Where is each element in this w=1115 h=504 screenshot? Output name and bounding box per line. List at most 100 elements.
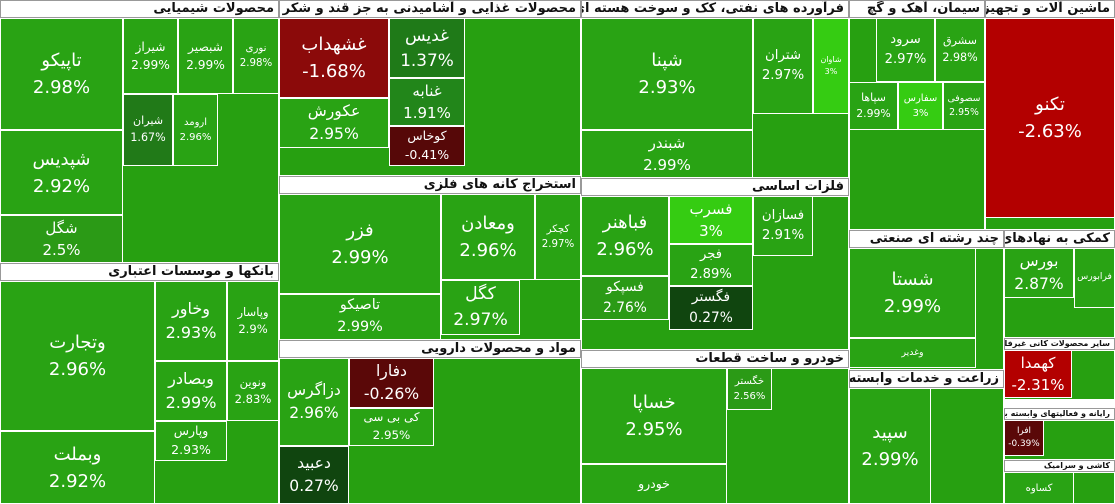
stock-tile: کساوه bbox=[1004, 472, 1074, 504]
stock-change: 3% bbox=[824, 67, 838, 76]
stock-symbol: فگستر bbox=[691, 289, 731, 306]
stock-tile: شیراز 2.99% bbox=[123, 18, 178, 94]
stock-symbol: غنابه bbox=[412, 81, 442, 100]
stock-change: 2.98% bbox=[942, 51, 978, 64]
stock-tile: وبملت 2.92% bbox=[0, 431, 155, 504]
stock-change: 2.99% bbox=[331, 247, 389, 268]
stock-tile: فباهنر 2.96% bbox=[581, 196, 669, 276]
stock-change: 1.91% bbox=[403, 104, 451, 122]
stock-tile: فزر 2.99% bbox=[279, 194, 441, 294]
stock-symbol: شپدیس bbox=[32, 148, 91, 170]
stock-tile: بورس 2.87% bbox=[1004, 248, 1074, 298]
sector-title: رایانه و فعالیتهای وابسته به آن bbox=[1004, 408, 1115, 420]
sector-title: ماشین آلات و تجهیزات bbox=[985, 0, 1115, 18]
stock-symbol: کچکر bbox=[546, 223, 570, 235]
stock-symbol: سرود bbox=[890, 32, 921, 48]
stock-change: 2.95% bbox=[372, 428, 411, 442]
stock-tile: سصوفی 2.95% bbox=[943, 82, 985, 130]
stock-change: 2.97% bbox=[884, 52, 927, 67]
stock-change: -2.31% bbox=[1011, 376, 1065, 394]
stock-change: 2.99% bbox=[883, 296, 942, 317]
stock-change: 2.76% bbox=[603, 300, 647, 316]
stock-tile: سشرق 2.98% bbox=[935, 18, 985, 82]
stock-tile: کهمدا -2.31% bbox=[1004, 350, 1072, 398]
stock-tile: وپاسار 2.9% bbox=[227, 281, 279, 361]
stock-change: -0.26% bbox=[363, 385, 420, 403]
stock-tile: عکورش 2.95% bbox=[279, 98, 389, 148]
stock-symbol: کی بی سی bbox=[363, 410, 420, 425]
stock-tile: فسرب 3% bbox=[669, 196, 753, 244]
stock-change: 2.95% bbox=[949, 107, 979, 118]
stock-change: 2.87% bbox=[1014, 275, 1064, 293]
stock-tile: فسپکو 2.76% bbox=[581, 276, 669, 320]
stock-symbol: ارومد bbox=[183, 117, 208, 128]
sector-title: محصولات غذایی و آشامیدنی به جز قند و شکر bbox=[279, 0, 581, 18]
stock-symbol: دعبید bbox=[297, 453, 331, 472]
sector-title: زراعت و خدمات وابسته bbox=[849, 370, 1004, 388]
stock-change: 2.83% bbox=[234, 392, 272, 406]
stock-tile: غنابه 1.91% bbox=[389, 78, 465, 126]
stock-symbol: خساپا bbox=[632, 392, 676, 413]
stock-symbol: سصوفی bbox=[947, 93, 981, 105]
stock-symbol: شبندر bbox=[648, 133, 686, 152]
stock-tile: کچکر 2.97% bbox=[535, 194, 581, 280]
stock-symbol: تکنو bbox=[1035, 94, 1065, 115]
stock-change: 2.99% bbox=[643, 156, 691, 174]
stock-symbol: خگستر bbox=[734, 376, 765, 387]
stock-tile: شیران 1.67% bbox=[123, 94, 173, 166]
stock-tile: تاصیکو 2.99% bbox=[279, 294, 441, 340]
stock-tile: فسازان 2.91% bbox=[753, 196, 813, 256]
stock-symbol: شاوان bbox=[820, 55, 842, 64]
stock-tile: کوخاس -0.41% bbox=[389, 126, 465, 166]
stock-tile: شاوان 3% bbox=[813, 18, 849, 114]
stock-tile: شتران 2.97% bbox=[753, 18, 813, 114]
stock-change: 2.9% bbox=[238, 322, 268, 336]
stock-tile: تاپیکو 2.98% bbox=[0, 18, 123, 130]
stock-tile: افرا -0.39% bbox=[1004, 420, 1044, 456]
stock-tile: شبندر 2.99% bbox=[581, 130, 753, 178]
stock-tile: سفارس 3% bbox=[898, 82, 943, 130]
stock-change: 2.98% bbox=[239, 58, 273, 69]
stock-change: 2.99% bbox=[337, 319, 383, 335]
sector-title: بانکها و موسسات اعتباری bbox=[0, 263, 279, 281]
stock-change: 2.97% bbox=[453, 309, 508, 330]
stock-change: 0.27% bbox=[689, 310, 733, 326]
stock-change: 2.99% bbox=[131, 58, 170, 72]
sector-title: فلزات اساسی bbox=[581, 178, 849, 196]
stock-symbol: وتجارت bbox=[49, 332, 106, 353]
stock-tile: فگستر 0.27% bbox=[669, 286, 753, 330]
stock-symbol: افرا bbox=[1016, 425, 1032, 436]
stock-change: 2.95% bbox=[309, 125, 359, 143]
stock-tile: نوری 2.98% bbox=[233, 18, 279, 94]
stock-symbol: تاصیکو bbox=[339, 297, 381, 314]
stock-tile: وبصادر 2.99% bbox=[155, 361, 227, 421]
stock-symbol: دزاگرس bbox=[287, 380, 341, 399]
stock-tile: دعبید 0.27% bbox=[279, 446, 349, 504]
stock-tile: تکنو -2.63% bbox=[985, 18, 1115, 218]
stock-change: 2.92% bbox=[32, 175, 91, 197]
stock-change: 2.96% bbox=[48, 359, 107, 380]
stock-change: -2.63% bbox=[1018, 121, 1082, 142]
stock-symbol: عکورش bbox=[307, 101, 361, 120]
stock-symbol: خودرو bbox=[638, 475, 670, 491]
stock-change: 0.27% bbox=[289, 477, 339, 495]
stock-tile: دفارا -0.26% bbox=[349, 358, 434, 408]
stock-tile: غدیس 1.37% bbox=[389, 18, 465, 78]
stock-change: 2.99% bbox=[186, 58, 225, 72]
sector-title: استخراج کانه های فلزی bbox=[279, 176, 581, 194]
stock-symbol: کوخاس bbox=[407, 128, 447, 144]
stock-tile: شبصیر 2.99% bbox=[178, 18, 233, 94]
stock-symbol: وپاسار bbox=[237, 304, 269, 319]
stock-tile: ومعادن 2.96% bbox=[441, 194, 535, 280]
stock-symbol: شیراز bbox=[135, 39, 166, 54]
stock-symbol: غشهداب bbox=[301, 34, 367, 55]
stock-symbol: کهمدا bbox=[1020, 353, 1056, 372]
stock-symbol: غدیس bbox=[405, 24, 449, 45]
stock-symbol: شبصیر bbox=[188, 39, 223, 54]
stock-change: 1.67% bbox=[130, 131, 166, 144]
stock-change: 2.56% bbox=[733, 391, 766, 402]
stock-symbol: سپاها bbox=[861, 90, 886, 104]
stock-change: 2.91% bbox=[761, 228, 805, 243]
stock-symbol: وخاور bbox=[172, 299, 210, 318]
